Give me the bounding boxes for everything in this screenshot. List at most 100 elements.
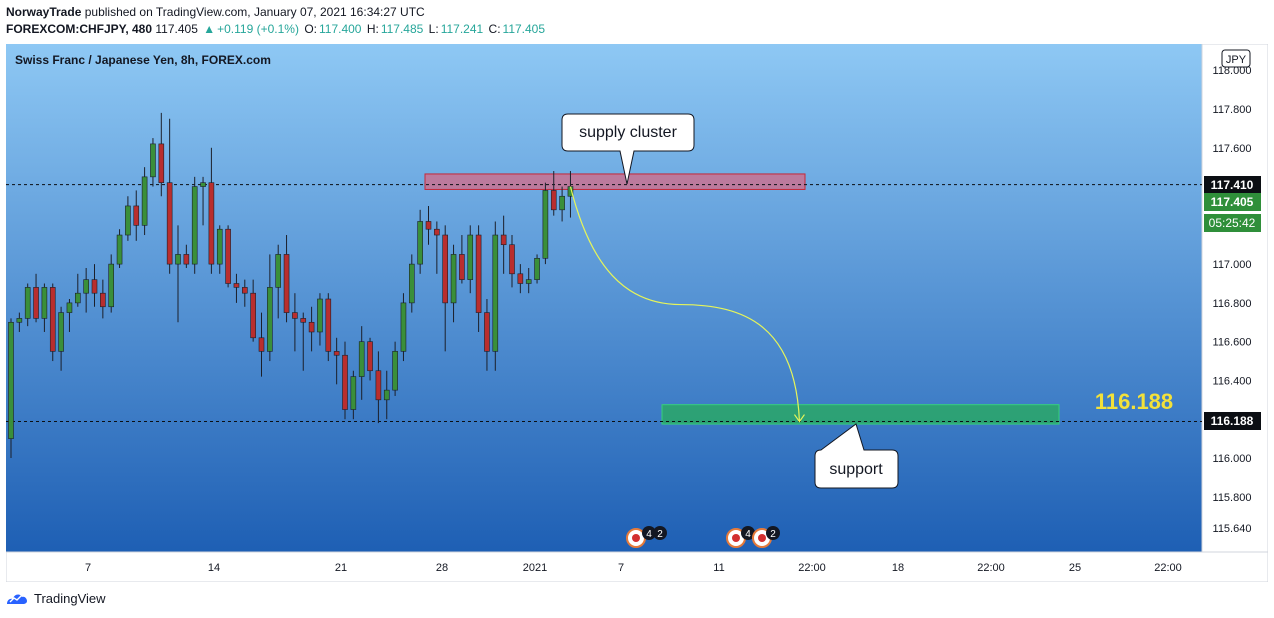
candle — [216, 225, 223, 274]
published-text: published on TradingView.com, January 07… — [84, 5, 425, 19]
price-tag-support: 116.188 — [1204, 412, 1261, 430]
candle — [342, 341, 348, 420]
candle — [317, 293, 323, 346]
price-axis[interactable] — [1201, 44, 1268, 553]
candle-body-up — [267, 287, 273, 352]
candle — [550, 171, 557, 216]
candle-body-up — [525, 279, 532, 284]
x-tick: 11 — [713, 562, 724, 574]
candle-body-down — [242, 287, 248, 294]
price-chart[interactable]: 118.000117.800117.600117.200117.000116.8… — [6, 44, 1268, 582]
candle-body-up — [150, 143, 156, 178]
event-icon[interactable]: 4 — [726, 526, 755, 548]
candle-body-up — [392, 351, 398, 391]
candle-body-down — [300, 318, 307, 323]
candle-body-up — [350, 376, 357, 410]
price-tag-upper: 117.410 — [1204, 176, 1261, 194]
event-icon[interactable]: 2 — [752, 526, 780, 548]
close-label: C: — [488, 22, 501, 36]
candle-body-up — [216, 228, 223, 265]
candle-body-down — [250, 292, 256, 339]
x-tick: 14 — [208, 562, 220, 574]
candle-body-up — [83, 279, 89, 294]
x-tick: 22:00 — [1154, 562, 1182, 574]
candle — [517, 264, 524, 294]
y-tick: 116.400 — [1213, 375, 1252, 387]
close-value: 117.405 — [502, 22, 546, 36]
currency-badge[interactable]: JPY — [1221, 49, 1251, 68]
candle-body-up — [108, 263, 114, 308]
event-markers[interactable]: 4 2 4 2 — [626, 526, 780, 548]
candle — [233, 273, 240, 303]
support-level-text: 116.188 — [1095, 389, 1173, 414]
event-icon[interactable]: 4 2 — [626, 526, 667, 548]
candle — [275, 244, 282, 319]
ohlc-line: FOREXCOM:CHFJPY, 480 117.405 ▲ +0.119 (+0… — [6, 21, 547, 38]
candle — [559, 186, 565, 222]
price-tag-support-text: 116.188 — [1211, 414, 1254, 428]
chart-title: Swiss Franc / Japanese Yen, 8h, FOREX.co… — [15, 53, 271, 67]
candle-body-up — [66, 302, 73, 313]
candle — [166, 118, 173, 274]
open-label: O: — [304, 22, 317, 36]
candle-body-down — [258, 337, 265, 352]
candle — [133, 190, 140, 241]
x-tick: 18 — [892, 562, 904, 574]
candle-body-down — [509, 244, 515, 275]
projection-arrowhead — [793, 414, 805, 423]
candle — [16, 312, 23, 332]
candle-body-up — [400, 302, 407, 352]
candle-body-down — [158, 143, 165, 183]
chart-header: NorwayTrade published on TradingView.com… — [6, 4, 547, 38]
x-tick: 7 — [85, 562, 91, 574]
candle-body-down — [233, 283, 240, 288]
candle-body-down — [375, 370, 382, 401]
candle-body-up — [450, 254, 457, 304]
candle-body-up — [492, 234, 499, 352]
time-axis[interactable] — [6, 551, 1268, 582]
candle — [325, 293, 332, 362]
candle-body-down — [500, 234, 507, 246]
y-tick: 116.800 — [1213, 298, 1252, 310]
candles — [8, 112, 574, 458]
y-tick: 118.000 — [1213, 65, 1252, 77]
x-tick: 22:00 — [977, 562, 1005, 574]
candle-body-down — [49, 287, 56, 352]
candle-body-up — [275, 254, 282, 288]
candle-body-down — [459, 254, 465, 280]
candle-body-down — [183, 254, 190, 265]
candle — [300, 312, 307, 371]
candle-body-down — [434, 228, 440, 236]
candle — [367, 337, 373, 381]
candle-body-up — [417, 221, 423, 265]
candle — [141, 167, 148, 236]
candle — [116, 229, 123, 268]
event-count: 4 — [646, 529, 652, 540]
candle — [33, 273, 39, 323]
x-tick-labels: 7 14 21 28 2021 7 11 22:00 18 22:00 25 22:00 — [85, 562, 1182, 574]
candle — [100, 279, 106, 319]
candle-body-up — [24, 287, 31, 319]
candle-body-down — [484, 312, 490, 352]
candle-body-down — [308, 321, 315, 333]
candle — [333, 337, 340, 385]
candle — [459, 235, 465, 284]
candle-body-up — [8, 321, 14, 439]
tradingview-logo-icon[interactable] — [6, 590, 28, 606]
candle-body-up — [191, 186, 198, 265]
candle — [467, 225, 474, 294]
x-tick: 25 — [1069, 562, 1081, 574]
candle-body-up — [559, 195, 565, 211]
countdown-tag: 05:25:42 — [1204, 214, 1261, 232]
candle-body-down — [425, 221, 432, 230]
candle — [450, 244, 457, 323]
price-tag-last-text: 117.405 — [1211, 195, 1254, 209]
candle — [375, 351, 382, 424]
candle-body-down — [166, 182, 173, 265]
projection-curve — [569, 186, 801, 422]
open-value: 117.400 — [318, 22, 362, 36]
x-tick: 28 — [436, 562, 448, 574]
footer-brand[interactable]: TradingView — [34, 590, 106, 606]
author-name[interactable]: NorwayTrade — [6, 5, 82, 19]
candle — [534, 254, 540, 284]
